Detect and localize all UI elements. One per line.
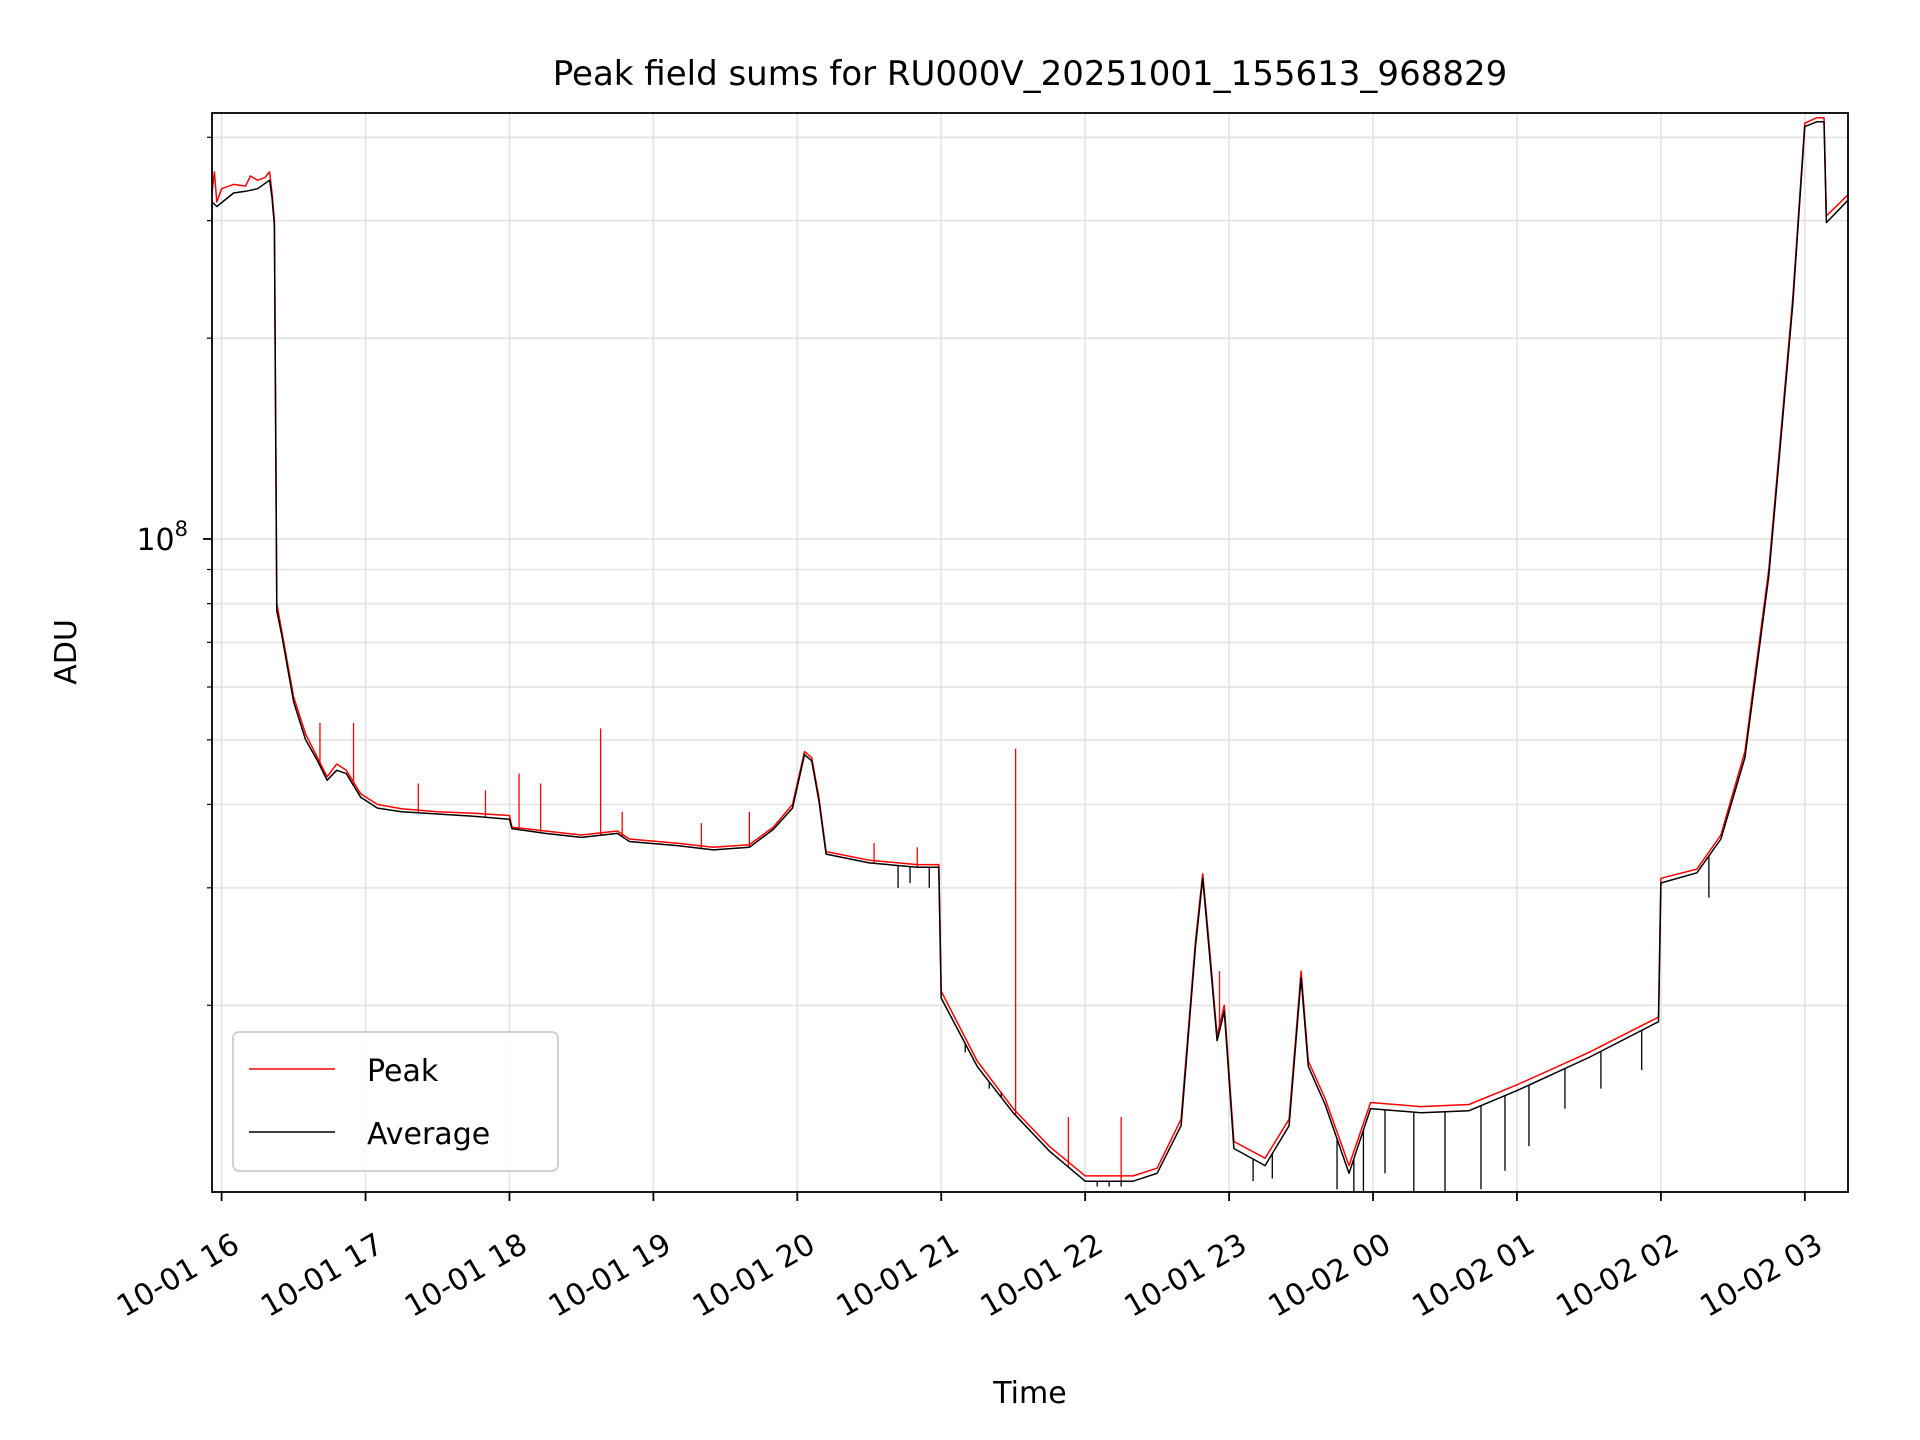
chart-title: Peak field sums for RU000V_20251001_1556… (553, 54, 1507, 94)
y-tick-exponent: 8 (175, 517, 188, 541)
legend-average-label: Average (367, 1117, 490, 1152)
legend-box (232, 1031, 559, 1172)
series-average-line (211, 121, 1849, 1182)
plot-frame (211, 112, 1849, 1193)
legend-peak-label: Peak (367, 1054, 439, 1089)
legend: Peak Average (232, 1031, 559, 1172)
grid-lines (212, 113, 1848, 1192)
x-axis-label: Time (992, 1376, 1066, 1411)
y-axis-ticks: 108 (136, 136, 212, 1006)
series-layer (211, 116, 1849, 1192)
y-axis-label: ADU (49, 619, 84, 685)
